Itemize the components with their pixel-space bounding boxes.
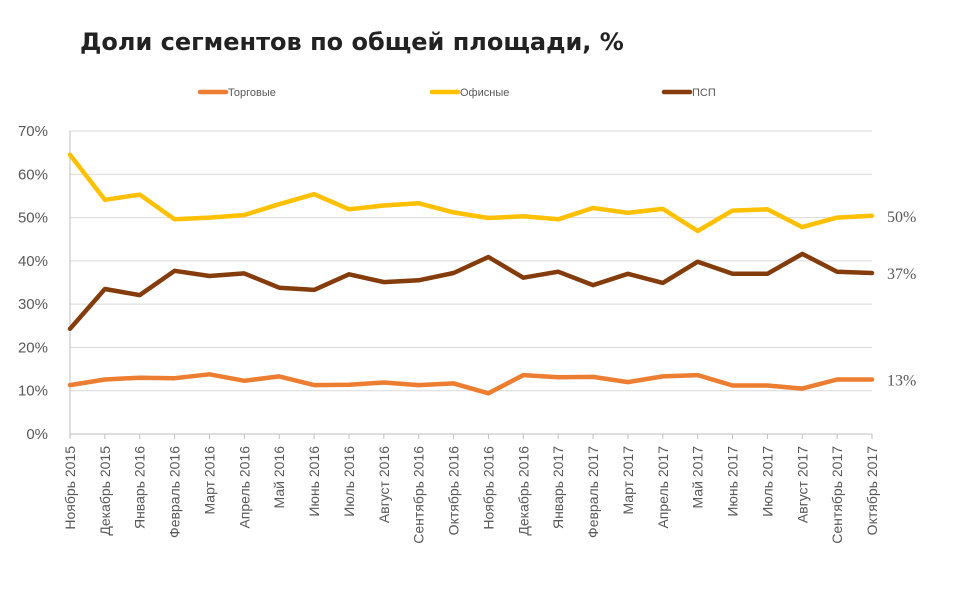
x-tick-label: Январь 2016 — [132, 446, 148, 529]
x-tick-label: Февраль 2017 — [585, 446, 601, 538]
y-tick-label: 20% — [18, 339, 48, 356]
x-tick-label: Август 2017 — [794, 446, 810, 523]
x-tick-label: Декабрь 2016 — [515, 446, 531, 536]
y-tick-label: 60% — [18, 166, 48, 183]
x-tick-label: Апрель 2016 — [236, 446, 252, 529]
legend: Торговые Офисные ПСП — [197, 87, 716, 99]
y-tick-label: 10% — [18, 383, 48, 400]
grid-layer — [70, 130, 872, 392]
x-tick-label: Июнь 2016 — [306, 446, 322, 517]
end-label-2: 37% — [887, 266, 916, 283]
legend-label-2: ПСП — [692, 87, 716, 99]
x-tick-label: Сентябрь 2016 — [411, 446, 427, 544]
y-tick-label: 50% — [18, 210, 48, 227]
x-tick-label: Апрель 2017 — [655, 446, 671, 529]
x-tick-label: Июль 2016 — [341, 446, 357, 517]
x-tick-label: Октябрь 2016 — [446, 446, 462, 536]
x-tick-label: Март 2017 — [620, 446, 636, 515]
x-tick-label: Ноябрь 2016 — [480, 446, 496, 530]
x-tick-label: Май 2016 — [271, 446, 287, 509]
x-tick-label: Декабрь 2015 — [97, 446, 113, 536]
series-line-2 — [67, 251, 875, 332]
end-labels: 13% 50% 37% — [887, 209, 916, 390]
x-tick-label: Октябрь 2017 — [864, 446, 880, 536]
end-label-0: 13% — [887, 372, 916, 389]
legend-label-1: Офисные — [460, 87, 509, 99]
x-tick-label: Март 2016 — [201, 446, 217, 515]
x-tick-label: Ноябрь 2015 — [62, 446, 78, 530]
end-label-1: 50% — [887, 209, 916, 226]
x-tick-label: Февраль 2016 — [167, 446, 183, 538]
x-tick-label: Январь 2017 — [550, 446, 566, 529]
legend-label-0: Торговые — [228, 87, 276, 99]
x-tick-label: Май 2017 — [690, 446, 706, 509]
series-line-1 — [67, 152, 875, 234]
y-tick-label: 70% — [18, 123, 48, 140]
y-tick-label: 40% — [18, 253, 48, 270]
series-line-0 — [67, 372, 875, 396]
x-tick-label: Сентябрь 2017 — [829, 446, 845, 544]
chart-title: Доли сегментов по общей площади, % — [80, 28, 624, 56]
axis-layer: 0% 10% 20% 30% 40% 50% 60% 70% Ноябрь 2015 Декабр… — [18, 123, 880, 544]
y-tick-label: 30% — [18, 296, 48, 313]
x-tick-label: Август 2016 — [376, 446, 392, 523]
series-layer — [67, 152, 875, 396]
y-tick-label: 0% — [26, 426, 48, 443]
x-tick-label: Июнь 2017 — [725, 446, 741, 517]
x-tick-label: Июль 2017 — [759, 446, 775, 517]
